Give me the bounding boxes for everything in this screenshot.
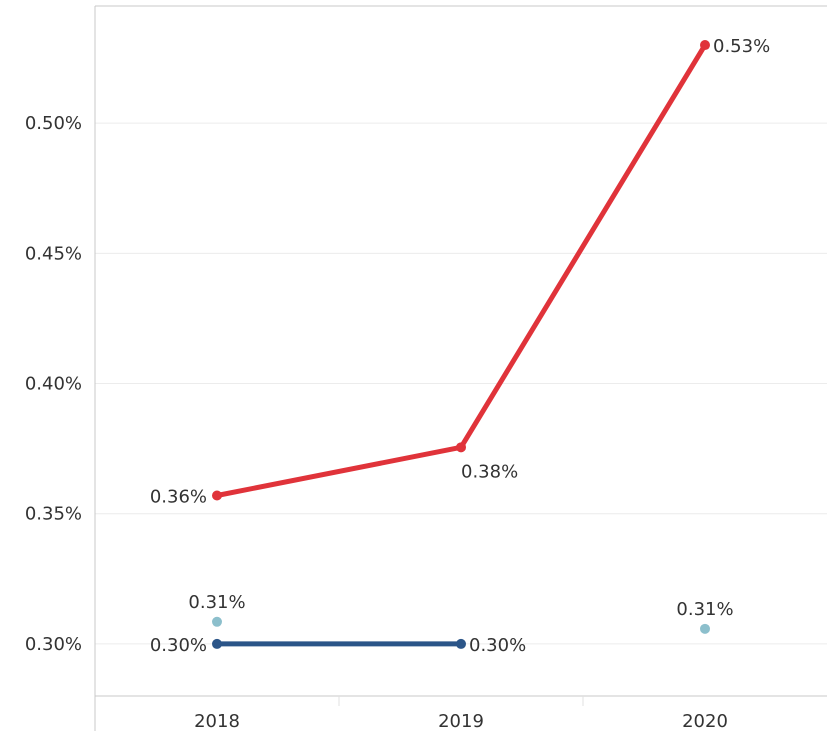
- y-tick-label: 0.45%: [25, 243, 82, 264]
- data-point: [212, 616, 222, 627]
- data-label: 0.53%: [713, 36, 770, 57]
- x-tick-label: 2020: [682, 711, 728, 731]
- y-tick-label: 0.40%: [25, 374, 82, 395]
- data-point: [456, 442, 466, 453]
- data-point: [456, 638, 466, 649]
- y-tick-label: 0.35%: [25, 504, 82, 525]
- data-label: 0.38%: [461, 461, 518, 482]
- data-label: 0.30%: [150, 635, 207, 656]
- data-point: [212, 490, 222, 501]
- data-label: 0.31%: [188, 592, 245, 613]
- data-label: 0.30%: [469, 635, 526, 656]
- data-point: [700, 40, 710, 51]
- data-labels: 0.36% 0.38% 0.53% 0.30% 0.30% 0.31% 0.31%: [150, 36, 770, 656]
- series-line-0: [214, 42, 708, 499]
- data-point: [700, 623, 710, 634]
- x-tick-label: 2018: [194, 711, 240, 731]
- x-tick-label: 2019: [438, 711, 484, 731]
- y-tick-label: 0.50%: [25, 113, 82, 134]
- y-tick-label: 0.30%: [25, 634, 82, 655]
- series: [212, 40, 710, 649]
- axes: 0.30% 0.35% 0.40% 0.45% 0.50% 2018 2019 2020: [25, 5, 827, 731]
- data-point: [212, 638, 222, 649]
- gridlines: [95, 122, 827, 645]
- data-label: 0.36%: [150, 487, 207, 508]
- data-label: 0.31%: [676, 599, 733, 620]
